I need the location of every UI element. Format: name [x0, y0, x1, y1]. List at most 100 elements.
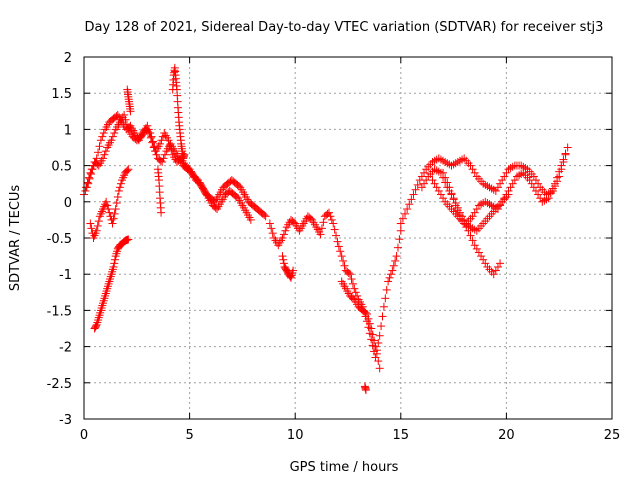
data-point-track-b [159, 154, 168, 163]
data-point-track-d [115, 183, 124, 192]
data-point-track-b [82, 183, 91, 192]
data-point-track-b [246, 215, 255, 224]
data-point-late-a [489, 185, 498, 194]
data-point-late-b [483, 199, 492, 208]
data-point-late-b [531, 186, 540, 195]
data-point-track-a [85, 174, 94, 183]
data-point-track-c [91, 322, 100, 331]
data-point-mid-section [333, 237, 342, 246]
data-point-late-b [525, 176, 534, 185]
data-point-mid-section [395, 235, 404, 244]
data-point-mid-section [389, 261, 398, 270]
data-point-track-a [165, 141, 174, 150]
data-point-late-b [432, 166, 441, 175]
data-point-mid-section [346, 270, 355, 279]
data-point-track-a [148, 137, 157, 146]
data-point-late-b [430, 165, 439, 174]
data-point-track-a [164, 136, 173, 145]
data-point-track-c [109, 262, 118, 271]
data-point-late-a [479, 179, 488, 188]
data-point-late-b [553, 173, 562, 182]
data-point-late-c [472, 244, 481, 253]
data-point-track-b [87, 165, 96, 174]
data-point-track-d [105, 208, 114, 217]
data-point-late-a [447, 161, 456, 170]
data-point-late-a [458, 155, 467, 164]
data-point-late-b [470, 208, 479, 217]
data-point-track-b [101, 147, 110, 156]
data-point-late-c [468, 236, 477, 245]
data-point-late-a [434, 154, 443, 163]
data-point-late-a [398, 214, 407, 223]
data-point-late-d [462, 220, 471, 229]
data-point-mid-section [337, 252, 346, 261]
data-point-late-a [487, 184, 496, 193]
data-point-track-b [107, 136, 116, 145]
y-tick-label: -2.5 [47, 377, 72, 392]
data-point-late-b [512, 172, 521, 181]
data-point-mid-section [330, 225, 339, 234]
data-point-mid-section [279, 230, 288, 239]
x-axis-label: GPS time / hours [290, 460, 399, 475]
plot-frame [83, 56, 613, 420]
data-point-late-a [413, 180, 422, 189]
data-point-mid-section [386, 270, 395, 279]
data-point-late-c [441, 173, 450, 182]
data-point-late-c [491, 266, 500, 275]
data-point-track-a [96, 136, 105, 145]
data-point-track-a [99, 129, 108, 138]
data-point-mid-section [316, 230, 325, 239]
data-point-mid-section [339, 256, 348, 265]
data-point-mid-section [381, 294, 390, 303]
data-point-late-b [474, 201, 483, 210]
data-point-late-b [529, 183, 538, 192]
data-point-mid-section [375, 331, 384, 340]
data-point-track-b [120, 110, 129, 119]
data-point-late-b [508, 179, 517, 188]
data-point-late-a [405, 200, 414, 209]
data-point-late-b [540, 196, 549, 205]
y-tick-label: 1.5 [51, 87, 72, 102]
data-point-track-d [93, 221, 102, 230]
data-point-late-c [496, 259, 505, 268]
data-point-late-a [403, 205, 412, 214]
data-point-mid-dip [286, 272, 295, 281]
data-point-late-b [550, 179, 559, 188]
data-point-track-a [95, 142, 104, 151]
data-point-track-b [108, 132, 117, 141]
data-point-mid-dip [278, 252, 287, 261]
y-tick-label: -3 [59, 413, 72, 428]
data-point-mid-section [329, 219, 338, 228]
data-point-lower-branch [361, 308, 370, 317]
data-point-track-a [167, 145, 176, 154]
data-point-late-a [409, 190, 418, 199]
data-point-late-b [536, 194, 545, 203]
data-point-late-b [563, 143, 572, 152]
data-point-late-a [439, 156, 448, 165]
data-point-lower-branch [364, 314, 373, 323]
data-point-late-a [436, 155, 445, 164]
data-point-mid-dip [279, 255, 288, 264]
data-point-late-a [529, 172, 538, 181]
data-point-track-b [160, 150, 169, 159]
data-point-mid-section [385, 273, 394, 282]
data-point-late-b [506, 183, 515, 192]
data-point-track-b [99, 154, 108, 163]
data-point-late-d [436, 190, 445, 199]
y-tick-label: -0.5 [47, 232, 72, 247]
data-point-lower-branch [370, 336, 379, 345]
data-point-lower-branch [363, 310, 372, 319]
x-tick-label: 25 [604, 428, 621, 443]
data-point-mid-section [379, 302, 388, 311]
data-point-track-b [144, 127, 153, 136]
data-point-track-d [107, 215, 116, 224]
data-point-mid-section [281, 226, 290, 235]
data-point-late-d [466, 223, 475, 232]
data-point-outlier [361, 386, 370, 395]
data-point-mid-section [340, 261, 349, 270]
data-point-late-a [483, 182, 492, 191]
data-point-late-a [517, 161, 526, 170]
data-point-spike-c [157, 208, 166, 217]
data-point-late-a [485, 183, 494, 192]
data-point-track-a [143, 121, 152, 130]
